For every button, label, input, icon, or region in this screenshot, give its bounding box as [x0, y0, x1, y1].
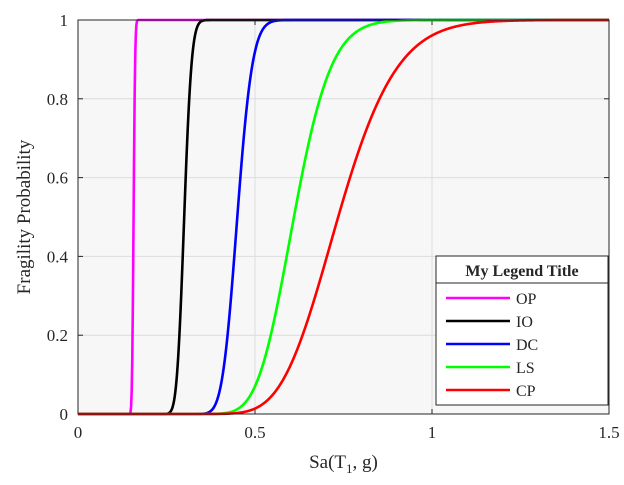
y-tick-labels: 0 0.2 0.4 0.6 0.8 1 — [47, 11, 69, 424]
legend-label-ls: LS — [516, 360, 535, 377]
x-axis-label-subscript: 1 — [346, 461, 353, 476]
legend-label-op: OP — [516, 291, 537, 308]
legend-label-dc: DC — [516, 337, 538, 354]
x-tick-label: 1.5 — [598, 423, 619, 442]
y-tick-label: 1 — [60, 11, 69, 30]
x-tick-label: 0.5 — [244, 423, 265, 442]
y-tick-label: 0.4 — [47, 247, 69, 266]
x-tick-label: 1 — [428, 423, 437, 442]
x-tick-labels: 0 0.5 1 1.5 — [74, 423, 620, 442]
legend-items: OP IO DC LS CP — [446, 291, 538, 400]
y-tick-label: 0.8 — [47, 90, 68, 109]
plot-frame — [77, 19, 610, 415]
y-axis-label: Fragility Probability — [14, 139, 35, 294]
legend-label-cp: CP — [516, 383, 536, 400]
legend-title: My Legend Title — [465, 263, 578, 280]
x-axis-label-main: Sa(T — [309, 452, 346, 473]
y-tick-label: 0 — [60, 405, 69, 424]
y-tick-label: 0.2 — [47, 326, 68, 345]
legend-box — [435, 255, 609, 406]
legend[interactable]: My Legend Title OP IO DC LS CP — [435, 255, 609, 406]
legend-label-io: IO — [516, 314, 533, 331]
x-tick-label: 0 — [74, 423, 83, 442]
x-axis-label-tail: , g) — [353, 452, 378, 473]
y-tick-label: 0.6 — [47, 169, 68, 188]
x-axis-label: Sa(T1, g) — [309, 452, 378, 476]
